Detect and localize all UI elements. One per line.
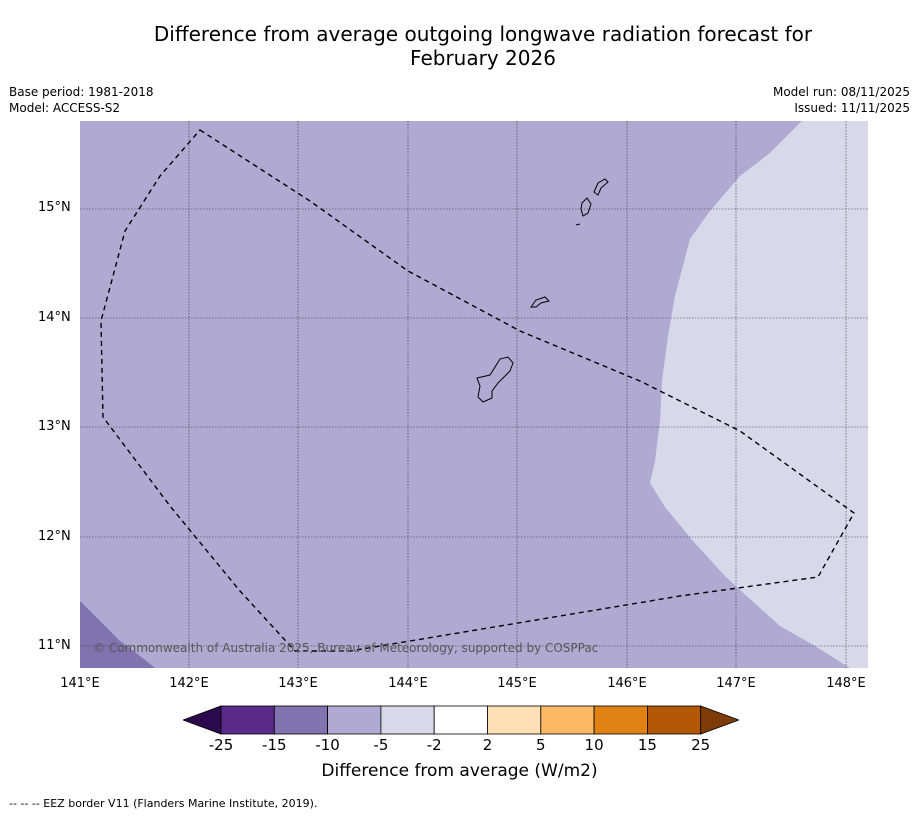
chart-title: Difference from average outgoing longwav… xyxy=(0,22,919,70)
colorbar-tick-label: 5 xyxy=(536,736,546,754)
colorbar-tick-label: 25 xyxy=(691,736,711,754)
colorbar-cell xyxy=(487,705,542,735)
island-guam xyxy=(476,356,514,403)
colorbar-tick-label: 15 xyxy=(637,736,657,754)
meta-right: Model run: 08/11/2025 Issued: 11/11/2025 xyxy=(773,84,910,116)
colorbar-tick-label: 2 xyxy=(482,736,493,754)
island-tinian xyxy=(580,197,592,217)
lon-label-144e: 144°E xyxy=(388,676,428,691)
colorbar-extend-low xyxy=(183,705,222,735)
lat-label-11n: 11°N xyxy=(38,638,71,653)
lat-label-13n: 13°N xyxy=(38,419,71,434)
colorbar-cell xyxy=(327,705,382,735)
anomaly-field-light xyxy=(650,121,868,668)
title-line-1: Difference from average outgoing longwav… xyxy=(153,22,813,46)
eez-border xyxy=(100,129,855,652)
colorbar-tick-label: -15 xyxy=(262,736,287,754)
lon-label-147e: 147°E xyxy=(716,676,756,691)
graticule xyxy=(80,121,868,668)
colorbar-cell xyxy=(433,705,488,735)
lon-label-145e: 145°E xyxy=(497,676,537,691)
colorbar-label: Difference from average (W/m2) xyxy=(321,761,598,781)
lat-label-14n: 14°N xyxy=(38,310,71,325)
model-name: Model: ACCESS-S2 xyxy=(9,101,121,115)
colorbar-extend-high xyxy=(700,705,739,735)
colorbar-cell xyxy=(646,705,702,735)
colorbar-tick-label: -25 xyxy=(208,736,234,754)
island-rota xyxy=(530,296,550,308)
lat-label-12n: 12°N xyxy=(38,529,71,544)
base-period: Base period: 1981-2018 xyxy=(9,85,154,99)
issued-date: Issued: 11/11/2025 xyxy=(794,101,910,115)
copyright-notice: © Commonwealth of Australia 2025, Bureau… xyxy=(93,641,599,655)
lon-label-142e: 142°E xyxy=(169,676,209,691)
lon-label-143e: 143°E xyxy=(278,676,318,691)
colorbar-tick-label: -10 xyxy=(315,736,340,754)
colorbar-tick-label: 10 xyxy=(584,736,604,754)
footnote: -- -- -- EEZ border V11 (Flanders Marine… xyxy=(9,797,318,810)
map-panel xyxy=(80,121,868,668)
colorbar-cell xyxy=(540,705,595,735)
colorbar-tick-label: -5 xyxy=(373,736,389,754)
colorbar-tick-label: -2 xyxy=(426,736,442,754)
anomaly-field-dark xyxy=(80,601,155,668)
colorbar-cell xyxy=(593,705,648,735)
island-aguijan xyxy=(575,223,581,226)
lon-label-146e: 146°E xyxy=(607,676,647,691)
model-run: Model run: 08/11/2025 xyxy=(772,85,910,99)
meta-left: Base period: 1981-2018 Model: ACCESS-S2 xyxy=(9,84,154,116)
lat-label-15n: 15°N xyxy=(38,200,71,215)
lon-label-148e: 148°E xyxy=(826,676,866,691)
colorbar xyxy=(183,705,739,735)
colorbar-cell xyxy=(220,705,275,735)
lon-label-141e: 141°E xyxy=(60,676,100,691)
colorbar-cell xyxy=(273,705,329,735)
title-line-2: February 2026 xyxy=(410,46,556,70)
island-saipan xyxy=(593,178,609,196)
islands xyxy=(476,178,609,403)
colorbar-cell xyxy=(380,705,435,735)
